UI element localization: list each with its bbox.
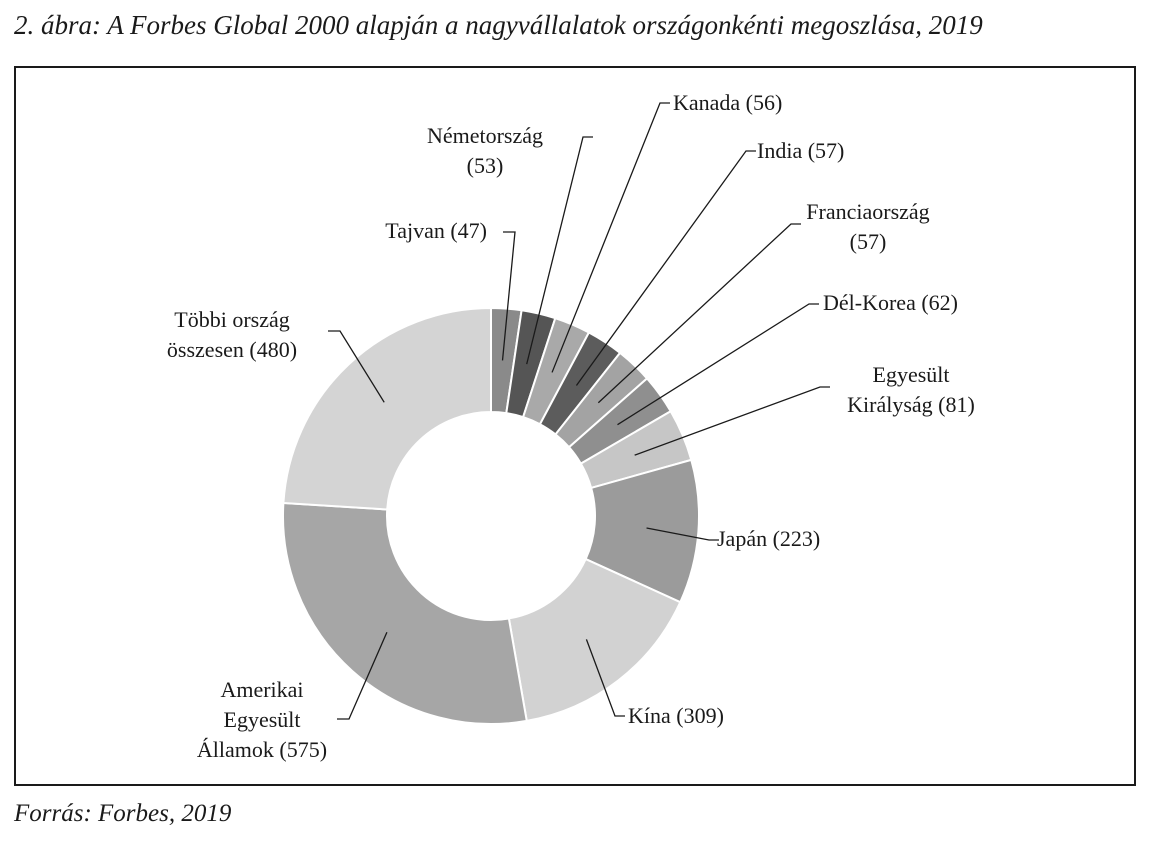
slice-label-egyesult-kiralysag-line-2: Királyság (81)	[847, 392, 975, 417]
leader-line-tobbi-orszag-osszesen	[328, 330, 385, 403]
slice-label-tobbi-orszag-osszesen-line-1: Többi ország	[174, 307, 289, 332]
leader-line-kina	[585, 639, 625, 717]
slice-label-amerikai-egyesult-allamok-line-1: Amerikai	[220, 677, 303, 702]
slice-label-egyesult-kiralysag-line-1: Egyesült	[873, 362, 950, 387]
leader-line-india	[575, 150, 756, 386]
slice-label-nemetorszag-line-1: Németország	[427, 123, 543, 148]
slice-label-japan: Japán (223)	[717, 526, 820, 551]
slice-label-amerikai-egyesult-allamok-line-2: Egyesült	[224, 707, 301, 732]
slice-label-tajvan: Tajvan (47)	[385, 218, 487, 243]
slice-label-kina: Kína (309)	[628, 703, 724, 728]
slice-label-india: India (57)	[757, 138, 844, 163]
leader-line-del-korea	[617, 303, 819, 426]
slice-label-amerikai-egyesult-allamok-line-3: Államok (575)	[197, 737, 327, 762]
leader-line-kanada	[551, 102, 670, 373]
slice-label-nemetorszag-line-2: (53)	[467, 153, 504, 178]
slice-amerikai-egyesult-allamok	[282, 501, 528, 725]
chart-frame	[14, 66, 1136, 786]
leader-line-franciaorszag	[597, 223, 801, 404]
slice-tobbi-orszag-osszesen	[282, 306, 492, 511]
slice-label-del-korea: Dél-Korea (62)	[823, 290, 958, 315]
leader-line-japan	[646, 527, 719, 541]
slice-kina	[507, 557, 682, 723]
chart-source: Forrás: Forbes, 2019	[14, 800, 232, 827]
slice-label-kanada: Kanada (56)	[673, 90, 782, 115]
slice-label-tobbi-orszag-osszesen-line-2: összesen (480)	[167, 337, 297, 362]
slice-label-franciaorszag-line-2: (57)	[850, 229, 887, 254]
leader-line-amerikai-egyesult-allamok	[337, 631, 388, 720]
leader-line-nemetorszag	[526, 136, 593, 365]
leader-line-tajvan	[501, 231, 516, 361]
chart-title: 2. ábra: A Forbes Global 2000 alapján a …	[14, 10, 983, 40]
slice-label-franciaorszag-line-1: Franciaország	[806, 199, 929, 224]
leader-line-egyesult-kiralysag	[634, 386, 830, 456]
